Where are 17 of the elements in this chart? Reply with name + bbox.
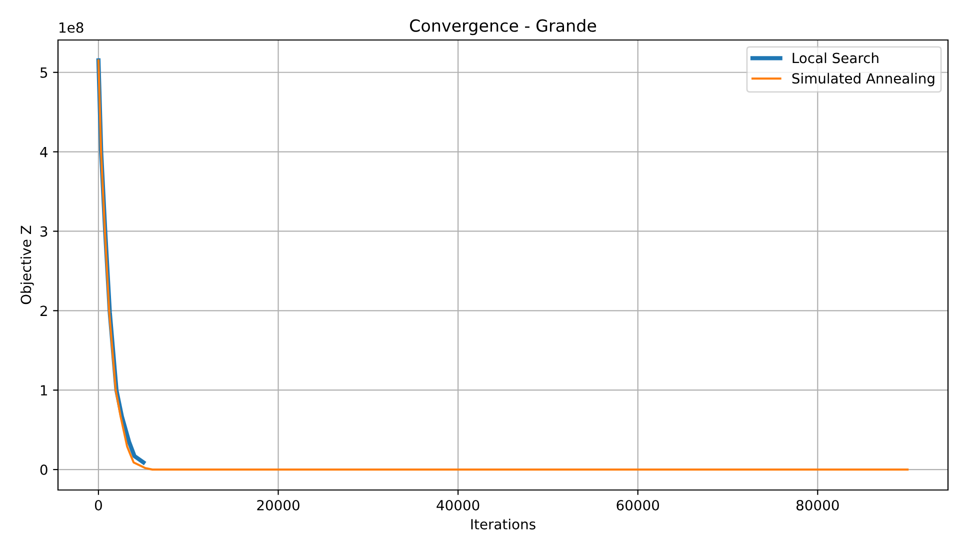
text: 1e8 — [60, 22, 84, 33]
legend-label: Simulated Annealing — [792, 72, 934, 86]
x-tick-label: 0 — [94, 500, 102, 510]
y-tick-label: 2 — [40, 306, 47, 316]
legend-label: Local Search — [792, 52, 878, 64]
x-axis-title: Iterations — [471, 518, 536, 530]
x-tick-label: 20000 — [257, 500, 300, 510]
y-tick-label: 1 — [40, 385, 47, 396]
x-tick-label: 60000 — [616, 500, 660, 510]
chart-title: Convergence - Grande — [410, 19, 596, 36]
x-tick-label: 80000 — [796, 500, 839, 510]
x-tick-label: 40000 — [436, 500, 480, 510]
y-tick-label: 0 — [40, 464, 48, 476]
y-tick-label: 3 — [40, 226, 48, 237]
y-axis-title: Objective Z — [20, 226, 34, 304]
y-tick-label: 4 — [40, 146, 48, 158]
y-tick-label: 5 — [40, 68, 48, 78]
